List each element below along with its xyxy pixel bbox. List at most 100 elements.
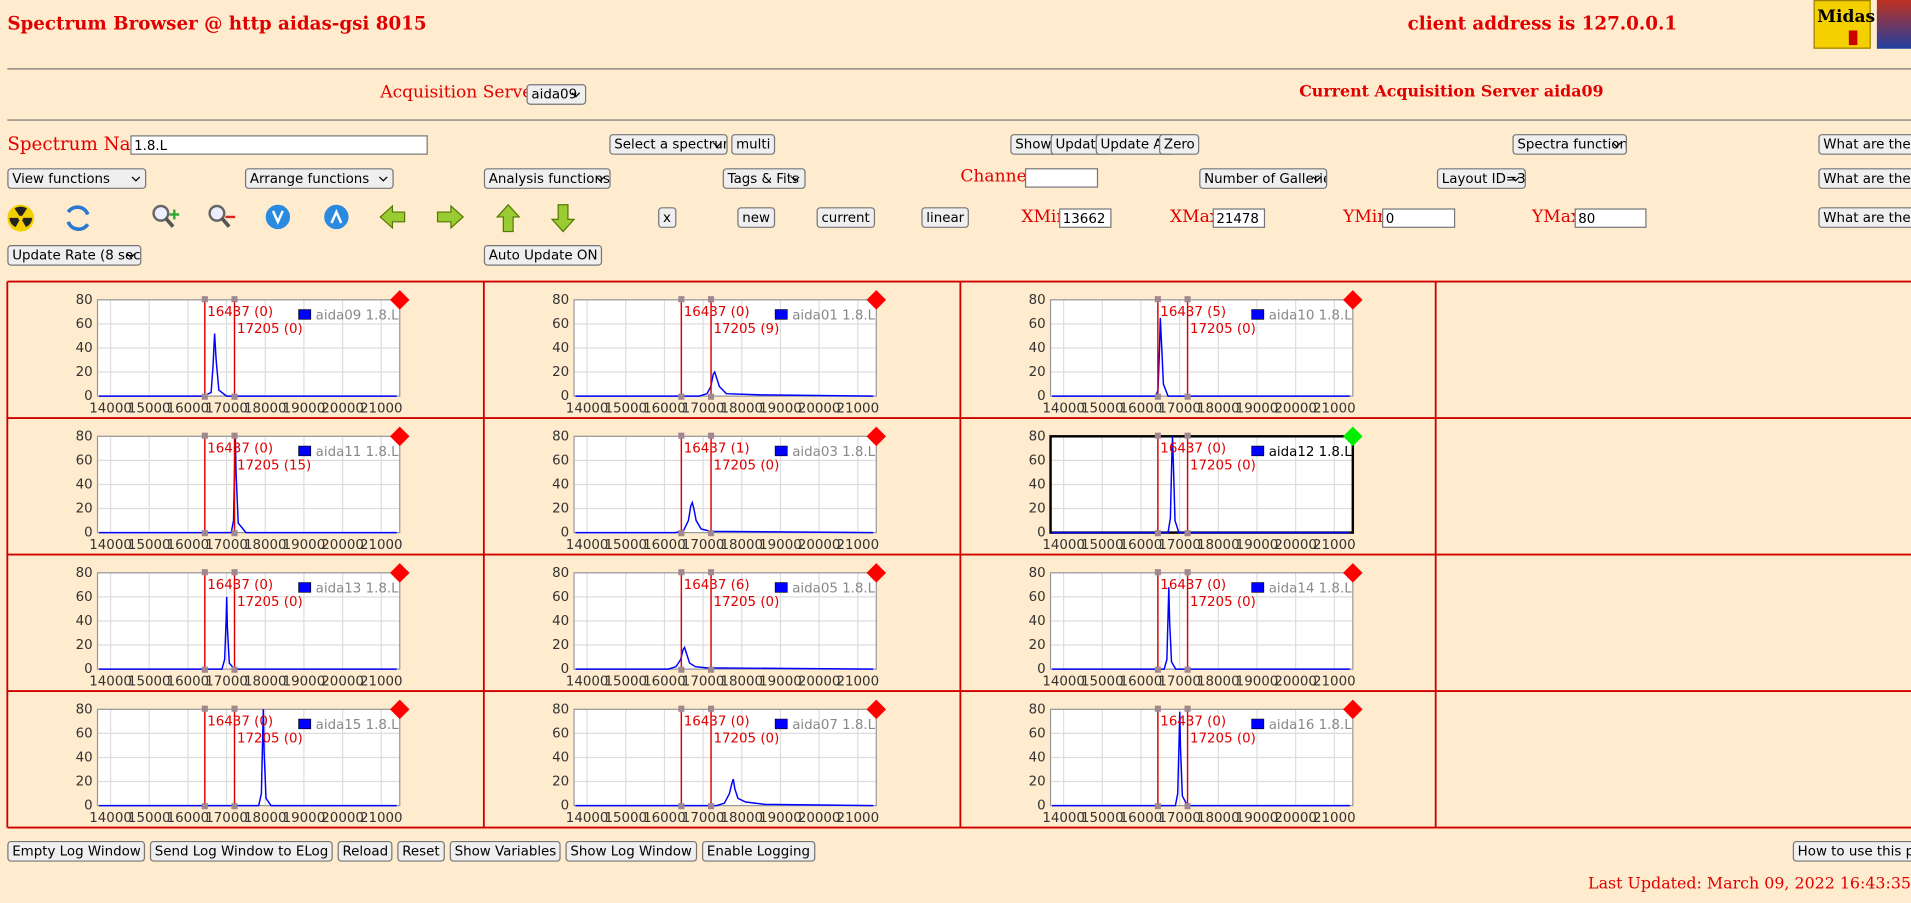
- acq-select[interactable]: aida09: [526, 84, 587, 105]
- marker-handle[interactable]: [201, 530, 208, 537]
- update-rate-select[interactable]: Update Rate (8 secs): [7, 244, 142, 266]
- panel-select-diamond[interactable]: [866, 290, 887, 310]
- marker-handle[interactable]: [1184, 666, 1191, 673]
- marker-handle[interactable]: [707, 393, 715, 400]
- galleries-select[interactable]: Number of Galleries: [1199, 168, 1328, 189]
- tcl-logo[interactable]: [1876, 0, 1911, 49]
- spectrum-panel[interactable]: 0204060801400015000160001700018000190002…: [552, 699, 887, 826]
- spectrum-panel[interactable]: 0204060801400015000160001700018000190002…: [1029, 563, 1363, 689]
- marker-handle[interactable]: [1184, 432, 1191, 439]
- footer-button[interactable]: Show Variables: [449, 840, 562, 862]
- footer-button[interactable]: Reload: [337, 840, 393, 862]
- up-arrow-icon[interactable]: [495, 203, 521, 233]
- marker-handle[interactable]: [1184, 296, 1191, 303]
- spectrum-panel[interactable]: 0204060801400015000160001700018000190002…: [1029, 699, 1363, 826]
- radiation-icon[interactable]: [7, 204, 35, 232]
- marker-handle[interactable]: [707, 705, 715, 712]
- marker-handle[interactable]: [1154, 803, 1161, 810]
- marker-handle[interactable]: [1184, 530, 1191, 537]
- panel-select-diamond[interactable]: [1343, 426, 1363, 447]
- help-button[interactable]: What are these?: [1818, 207, 1911, 228]
- current-button[interactable]: current: [816, 207, 875, 228]
- marker-handle[interactable]: [201, 296, 208, 303]
- marker-handle[interactable]: [678, 803, 685, 810]
- marker-handle[interactable]: [1184, 393, 1191, 400]
- marker-handle[interactable]: [678, 705, 685, 712]
- zero-button[interactable]: Zero: [1159, 134, 1200, 155]
- panel-select-diamond[interactable]: [1343, 699, 1363, 720]
- marker-handle[interactable]: [231, 803, 238, 810]
- spectrum-panel[interactable]: 0204060801400015000160001700018000190002…: [552, 290, 887, 416]
- marker-handle[interactable]: [1184, 803, 1191, 810]
- panel-select-diamond[interactable]: [866, 699, 887, 720]
- multi-button[interactable]: multi: [731, 134, 776, 155]
- footer-button[interactable]: Show Log Window: [565, 840, 697, 862]
- spectrum-name-input[interactable]: [130, 135, 428, 155]
- help-button[interactable]: What are these?: [1818, 134, 1911, 155]
- marker-handle[interactable]: [201, 705, 208, 712]
- spectrum-panel[interactable]: 0204060801400015000160001700018000190002…: [76, 563, 410, 689]
- marker-handle[interactable]: [201, 666, 208, 673]
- spectrum-panel[interactable]: 0204060801400015000160001700018000190002…: [552, 426, 887, 553]
- marker-handle[interactable]: [678, 569, 685, 576]
- panel-select-diamond[interactable]: [866, 563, 887, 583]
- xmax-input[interactable]: [1212, 208, 1266, 228]
- auto-update-button[interactable]: Auto Update ON: [483, 244, 603, 266]
- update-all-button[interactable]: Update All: [1095, 134, 1175, 155]
- layout-select[interactable]: Layout ID=3: [1436, 168, 1526, 189]
- tags-fits-select[interactable]: Tags & Fits: [722, 168, 806, 189]
- marker-handle[interactable]: [201, 393, 208, 400]
- marker-handle[interactable]: [678, 393, 685, 400]
- right-arrow-icon[interactable]: [436, 204, 465, 230]
- spectrum-panel[interactable]: 0204060801400015000160001700018000190002…: [552, 563, 887, 689]
- panel-select-diamond[interactable]: [390, 290, 410, 310]
- footer-button[interactable]: Reset: [397, 840, 445, 862]
- spectrum-panel[interactable]: 0204060801400015000160001700018000190002…: [1029, 290, 1363, 416]
- new-button[interactable]: new: [737, 207, 775, 228]
- footer-button[interactable]: Send Log Window to ELog: [149, 840, 334, 862]
- down-circle-icon[interactable]: [265, 204, 291, 230]
- spectrum-panel[interactable]: 0204060801400015000160001700018000190002…: [76, 426, 410, 553]
- panel-select-diamond[interactable]: [390, 426, 410, 447]
- marker-handle[interactable]: [231, 705, 238, 712]
- up-circle-icon[interactable]: [324, 204, 349, 230]
- marker-handle[interactable]: [201, 803, 208, 810]
- spectrum-panel[interactable]: 0204060801400015000160001700018000190002…: [76, 699, 410, 826]
- help-button[interactable]: What are these?: [1818, 168, 1911, 189]
- marker-handle[interactable]: [231, 296, 238, 303]
- marker-handle[interactable]: [1184, 705, 1191, 712]
- marker-handle[interactable]: [1154, 666, 1161, 673]
- update-button[interactable]: Update: [1050, 134, 1109, 155]
- footer-button[interactable]: Empty Log Window: [7, 840, 146, 862]
- marker-handle[interactable]: [707, 569, 715, 576]
- spectrum-panel[interactable]: 0204060801400015000160001700018000190002…: [1029, 426, 1363, 553]
- left-arrow-icon[interactable]: [379, 204, 406, 230]
- spectra-functions-select[interactable]: Spectra functions: [1512, 134, 1628, 155]
- marker-handle[interactable]: [201, 432, 208, 439]
- marker-handle[interactable]: [678, 530, 685, 537]
- spectrum-select[interactable]: Select a spectrum: [609, 134, 728, 155]
- panel-select-diamond[interactable]: [1343, 563, 1363, 583]
- midas-logo[interactable]: Midas: [1813, 0, 1875, 49]
- marker-handle[interactable]: [707, 530, 715, 537]
- linear-button[interactable]: linear: [921, 207, 970, 228]
- marker-handle[interactable]: [707, 296, 715, 303]
- down-arrow-icon[interactable]: [550, 204, 576, 233]
- show-button[interactable]: Show: [1010, 134, 1057, 155]
- panel-select-diamond[interactable]: [866, 426, 887, 447]
- marker-handle[interactable]: [231, 530, 238, 537]
- marker-handle[interactable]: [231, 666, 238, 673]
- arrange-functions-select[interactable]: Arrange functions: [244, 168, 394, 189]
- zoom-in-icon[interactable]: [152, 204, 180, 228]
- panel-select-diamond[interactable]: [390, 563, 410, 583]
- marker-handle[interactable]: [231, 393, 238, 400]
- marker-handle[interactable]: [707, 666, 715, 673]
- marker-handle[interactable]: [1154, 530, 1161, 537]
- marker-handle[interactable]: [678, 432, 685, 439]
- marker-handle[interactable]: [1154, 296, 1161, 303]
- ymin-input[interactable]: [1382, 208, 1456, 228]
- ymax-input[interactable]: [1574, 208, 1647, 228]
- spectrum-panel[interactable]: 0204060801400015000160001700018000190002…: [76, 290, 410, 416]
- marker-handle[interactable]: [231, 569, 238, 576]
- marker-handle[interactable]: [1154, 432, 1161, 439]
